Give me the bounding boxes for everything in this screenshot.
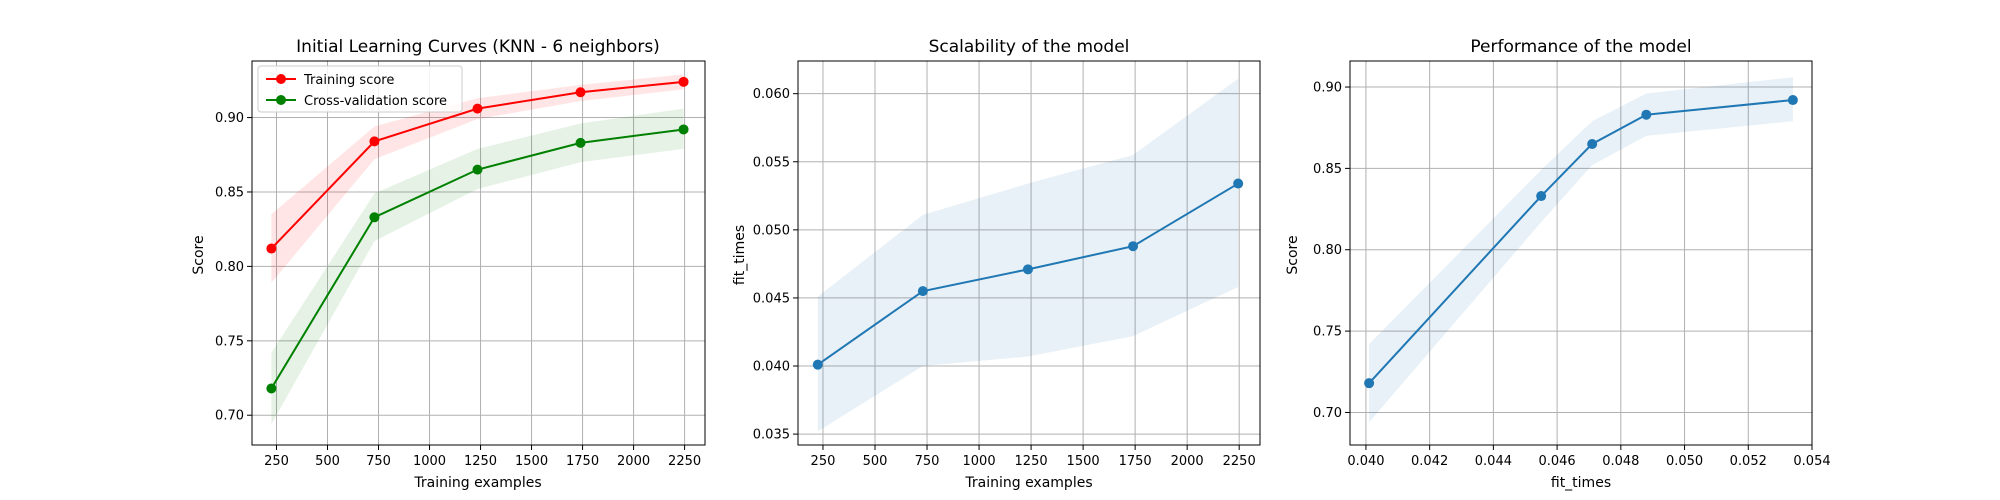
x-tick-label: 2000 <box>617 454 650 469</box>
x-tick-label: 2000 <box>1171 454 1204 469</box>
x-tick-label: 1250 <box>464 454 497 469</box>
y-axis-label: fit_times <box>732 225 748 285</box>
learning-curve-panel: 250 500 750 1000 1250 1500 1750 2000 2250 0.70 0.7… <box>191 37 706 491</box>
data-point <box>1233 178 1244 189</box>
x-axis-label: fit_times <box>1551 475 1611 491</box>
legend-label-cv: Cross-validation score <box>304 94 447 109</box>
x-tick-label: 1250 <box>1015 454 1048 469</box>
axes-frame <box>251 60 706 446</box>
legend: Training score Cross-validation score <box>257 65 463 113</box>
y-tick-label: 0.90 <box>1313 81 1342 96</box>
x-tick-label: 1000 <box>963 454 996 469</box>
x-axis-label: Training examples <box>413 475 541 491</box>
x-tick-label: 1500 <box>1067 454 1100 469</box>
x-tick-label: 0.042 <box>1411 454 1448 469</box>
chart-title: Initial Learning Curves (KNN - 6 neighbo… <box>296 37 660 57</box>
y-tick-label: 0.040 <box>753 360 790 375</box>
chart-title: Scalability of the model <box>929 37 1130 57</box>
x-tick-label: 0.044 <box>1475 454 1512 469</box>
x-tick-label: 0.052 <box>1730 454 1767 469</box>
plot-area: 0.040 0.042 0.044 0.046 0.048 0.050 0.052 0.054… <box>1313 60 1831 469</box>
y-tick-label: 0.80 <box>215 260 244 275</box>
x-tick-label: 250 <box>811 454 836 469</box>
data-point <box>812 359 823 370</box>
axes-frame <box>797 60 1261 446</box>
data-point <box>575 137 586 148</box>
y-tick-label: 0.035 <box>753 428 790 443</box>
data-point <box>1641 109 1652 120</box>
data-point <box>678 76 689 87</box>
y-axis-label: Score <box>1285 235 1301 274</box>
data-point <box>472 164 483 175</box>
chart-title: Performance of the model <box>1470 37 1691 57</box>
x-tick-label: 0.054 <box>1793 454 1830 469</box>
data-point <box>266 243 277 254</box>
scalability-panel: 250 500 750 1000 1250 1500 1750 2000 2250 0.035 0.… <box>732 37 1261 491</box>
data-point <box>575 87 586 98</box>
y-tick-label: 0.70 <box>1313 406 1342 421</box>
plot-area: 250 500 750 1000 1250 1500 1750 2000 2250 0.70 0.7… <box>215 60 706 469</box>
data-point <box>369 212 380 223</box>
x-tick-label: 1750 <box>1119 454 1152 469</box>
data-point <box>369 136 380 147</box>
x-tick-label: 1750 <box>566 454 599 469</box>
x-tick-label: 750 <box>366 454 391 469</box>
legend-label-training: Training score <box>303 73 394 88</box>
confidence-band <box>1369 77 1793 423</box>
y-tick-label: 0.80 <box>1313 243 1342 258</box>
x-axis-label: Training examples <box>964 475 1092 491</box>
y-tick-label: 0.75 <box>215 334 244 349</box>
y-tick-label: 0.75 <box>1313 325 1342 340</box>
confidence-band <box>271 74 684 283</box>
y-tick-label: 0.85 <box>1313 162 1342 177</box>
x-tick-label: 2250 <box>668 454 701 469</box>
data-point <box>266 383 277 394</box>
data-point <box>1787 95 1798 106</box>
y-tick-label: 0.060 <box>753 87 790 102</box>
legend-marker-training <box>276 74 286 84</box>
y-axis-label: Score <box>191 235 207 274</box>
performance-panel: 0.040 0.042 0.044 0.046 0.048 0.050 0.052 0.054… <box>1285 37 1831 491</box>
confidence-band <box>817 78 1239 432</box>
y-tick-label: 0.045 <box>753 291 790 306</box>
y-tick-label: 0.050 <box>753 223 790 238</box>
x-tick-label: 500 <box>863 454 888 469</box>
legend-marker-cv <box>276 95 286 105</box>
data-point <box>678 124 689 135</box>
data-point <box>1536 191 1547 202</box>
data-point <box>917 286 928 297</box>
axes-frame <box>1349 60 1813 446</box>
data-point <box>1364 378 1375 389</box>
x-tick-label: 0.050 <box>1666 454 1703 469</box>
data-point <box>1587 138 1598 149</box>
x-tick-label: 0.046 <box>1538 454 1575 469</box>
data-point <box>1128 241 1139 252</box>
data-point <box>1022 264 1033 275</box>
x-tick-label: 750 <box>915 454 940 469</box>
x-tick-label: 0.040 <box>1347 454 1384 469</box>
data-point <box>472 103 483 114</box>
x-tick-label: 500 <box>315 454 340 469</box>
x-tick-label: 250 <box>264 454 289 469</box>
y-tick-label: 0.90 <box>215 111 244 126</box>
legend-box <box>257 65 463 113</box>
y-tick-label: 0.055 <box>753 155 790 170</box>
x-tick-label: 0.048 <box>1602 454 1639 469</box>
plot-area: 250 500 750 1000 1250 1500 1750 2000 2250 0.035 0.… <box>753 60 1261 469</box>
x-tick-label: 2250 <box>1223 454 1256 469</box>
y-tick-label: 0.70 <box>215 409 244 424</box>
y-tick-label: 0.85 <box>215 185 244 200</box>
x-tick-label: 1500 <box>515 454 548 469</box>
x-tick-label: 1000 <box>413 454 446 469</box>
